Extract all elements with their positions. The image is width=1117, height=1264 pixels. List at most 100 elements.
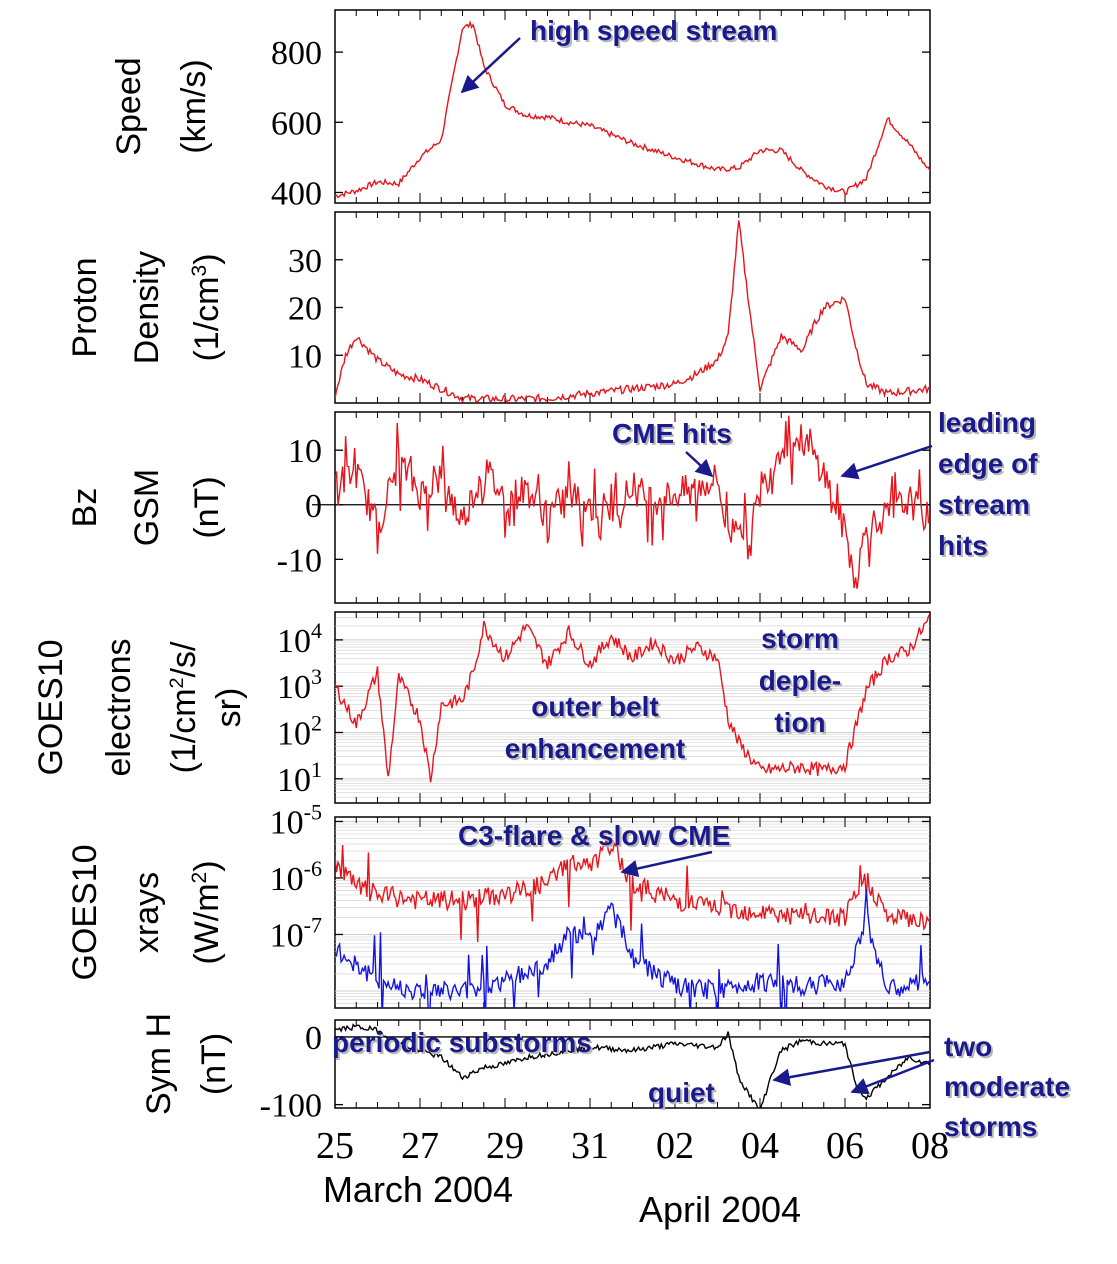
y-axis-label: (km/s) [175,59,213,153]
x-tick-label: 06 [826,1125,864,1167]
panel-frame [334,211,931,404]
annotation-high-speed-stream: high speed stream [530,15,777,46]
series-line-1 [335,1023,930,1108]
y-tick-label: 104 [277,618,322,660]
x-minor-ticks [334,612,931,803]
y-axis-label: xrays [128,872,166,953]
annotation-storm-depletion: deple- [759,665,841,696]
x-tick-label: 04 [741,1125,779,1167]
month-label-april: April 2004 [639,1189,801,1230]
x-minor-ticks [334,212,931,403]
annotation-periodic-substorms: periodic substorms [332,1027,592,1058]
arrow-storm-1 [772,1050,931,1086]
annotation-storm-depletion: storm [761,623,839,654]
y-tick-label: 600 [271,105,322,142]
series-line-1 [335,614,930,783]
x-tick-label: 27 [401,1125,439,1167]
x-tick-label: 31 [571,1125,609,1167]
arrow-flare [620,850,713,878]
svg-text:stream: stream [940,491,1032,522]
panel-2: 10 20 30 Proton Density (1/cm3) [66,211,931,404]
svg-text:moderate: moderate [946,1073,1072,1104]
y-tick-label: 20 [288,291,322,328]
y-axis-label: GSM [128,469,166,546]
arrow-leading-edge [840,444,933,480]
series-line-1 [335,415,930,589]
x-minor-ticks [334,817,931,1008]
svg-text:quiet: quiet [650,1079,717,1110]
annotation-storm-depletion: tion [774,707,825,738]
y-axis-label: (nT) [195,1033,233,1095]
y-axis-label: Bz [66,488,104,528]
annotation-leading-edge: hits [938,530,988,561]
annotation-two-storms: moderate [944,1071,1070,1102]
y-tick-label: 10 [288,338,322,375]
y-tick-label: 30 [288,243,322,280]
annotation-leading-edge: stream [938,489,1030,520]
x-minor-ticks [334,412,931,603]
svg-text:high speed stream: high speed stream [532,17,779,48]
annotation-cme-hits: CME hits [612,418,732,449]
arrow-storm-2 [850,1058,935,1095]
y-tick-label: 0 [305,488,322,525]
y-axis-label: (W/m2) [188,860,226,964]
annotation-outer-belt: outer belt [531,691,659,722]
y-tick-label: -100 [260,1088,322,1125]
svg-text:tion: tion [776,709,827,740]
y-tick-label: 10-7 [270,912,322,954]
svg-text:hits: hits [940,532,990,563]
x-tick-label: 25 [316,1125,354,1167]
y-tick-label: 400 [271,175,322,212]
annotation-leading-edge: edge of [938,448,1038,479]
svg-text:storm: storm [763,625,841,656]
svg-text:enhancement: enhancement [507,735,688,766]
annotation-two-storms: storms [944,1111,1037,1142]
svg-text:two: two [946,1033,994,1064]
arrow-cme-hits [685,451,714,478]
month-label-march: March 2004 [323,1169,513,1210]
panel-5: 10-7 10-6 10-5 GOES10 xrays (W/m2) [66,799,931,1009]
y-tick-label: 101 [277,757,322,799]
svg-text:periodic substorms: periodic substorms [334,1029,594,1060]
x-minor-ticks [334,10,931,203]
log-gridlines [335,617,930,798]
svg-text:CME hits: CME hits [614,420,734,451]
panel-1: 400 600 800 Speed (km/s) [110,9,931,212]
panel-6: -100 0 Sym H (nT) [140,1013,931,1125]
series-line-1 [335,20,930,199]
x-tick-label: 08 [911,1125,949,1167]
x-tick-label: 29 [486,1125,524,1167]
y-axis-label: electrons [100,639,138,777]
y-axis-label: (nT) [188,476,226,538]
y-axis-label: Proton [66,257,104,357]
annotation-leading-edge: leading [938,407,1036,438]
y-axis-label: (1/cm3) [188,253,226,361]
y-axis-label: (1/cm2/s/ [165,641,203,773]
y-tick-label: 800 [271,35,322,72]
y-axis-label: sr) [210,688,248,728]
svg-text:leading: leading [940,409,1038,440]
annotation-two-storms: two [944,1031,992,1062]
svg-text:storms: storms [946,1113,1039,1144]
y-tick-label: 10-6 [270,856,322,898]
series-line-1 [335,220,930,403]
series-line-2 [335,889,930,1008]
y-tick-label: 10 [288,433,322,470]
y-axis-label: GOES10 [32,639,70,775]
svg-text:edge of: edge of [940,450,1040,481]
arrow-high-speed-stream [460,37,521,94]
annotation-quiet: quiet [648,1077,715,1108]
y-axis-label: Sym H [140,1013,178,1115]
y-tick-label: 0 [305,1020,322,1057]
x-axis: 25 27 29 31 02 04 06 08 March 2004 April 2004 [316,1125,949,1230]
y-tick-label: 10-5 [270,799,322,841]
y-axis-label: Density [128,251,166,364]
svg-text:deple-: deple- [761,667,843,698]
svg-text:outer belt: outer belt [533,693,661,724]
y-tick-label: 103 [277,664,322,706]
annotation-outer-belt: enhancement [505,733,686,764]
y-axis-label: GOES10 [66,844,104,980]
